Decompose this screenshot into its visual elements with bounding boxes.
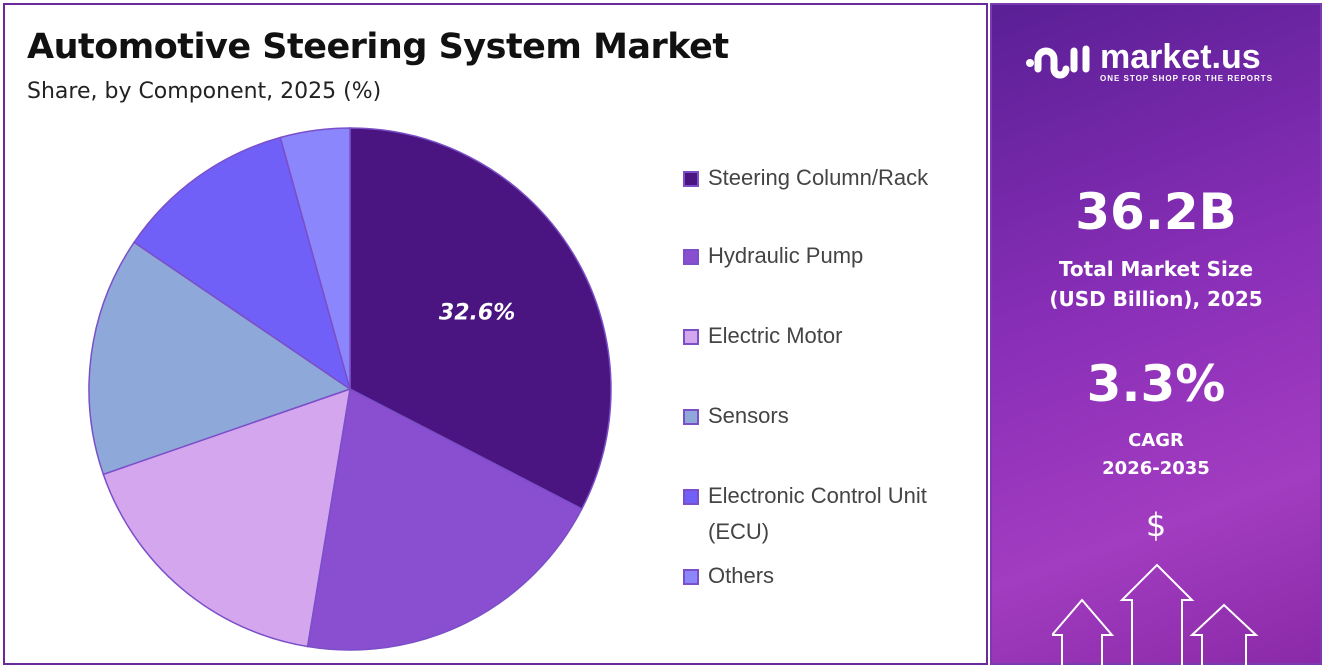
logo-icon	[1026, 45, 1090, 79]
legend-label: Electric Motor	[708, 323, 843, 348]
legend-label: Hydraulic Pump	[708, 243, 864, 268]
dollar-icon: $	[1145, 506, 1167, 544]
legend-item: Electronic Control Unit (ECU)	[683, 478, 983, 550]
legend-label: Sensors	[708, 403, 789, 428]
legend-swatch	[683, 569, 699, 585]
legend-label: Others	[708, 563, 775, 588]
legend-swatch	[683, 329, 699, 345]
legend-label: Steering Column/Rack	[708, 165, 929, 190]
cagr-label-1: CAGR	[1128, 430, 1184, 451]
legend-swatch	[683, 249, 699, 265]
legend-swatch	[683, 489, 699, 505]
pie-slice-steering-column-rack	[349, 127, 612, 510]
legend-item: Electric Motor	[683, 318, 983, 354]
legend-item: Sensors	[683, 398, 983, 434]
market-size-value: 36.2B	[1075, 183, 1237, 241]
market-size-label-1: Total Market Size	[1058, 257, 1254, 281]
pie-slice-electronic-control-unit-ecu	[133, 136, 352, 391]
pie-slice-hydraulic-pump	[306, 387, 583, 651]
data-label: 32.6%	[439, 301, 515, 326]
legend-item: Hydraulic Pump	[683, 238, 983, 274]
brand-name: market.us	[1100, 37, 1261, 76]
pie-slice-others	[279, 127, 351, 390]
cagr-label-2: 2026-2035	[1102, 458, 1210, 479]
market-size-label-2: (USD Billion), 2025	[1049, 287, 1263, 311]
legend-item: Others	[683, 558, 983, 594]
chart-subtitle: Share, by Component, 2025 (%)	[27, 79, 382, 104]
legend-swatch	[683, 409, 699, 425]
summary-panel: market.us ONE STOP SHOP FOR THE REPORTS …	[990, 3, 1322, 670]
brand-logo: market.us ONE STOP SHOP FOR THE REPORTS	[1024, 39, 1273, 83]
legend-item: Steering Column/Rack	[683, 160, 983, 196]
growth-arrows-icon	[1052, 563, 1259, 670]
chart-panel: Automotive Steering System Market Share,…	[3, 3, 988, 665]
pie-chart: 32.6%	[88, 127, 612, 651]
cagr-value: 3.3%	[1086, 355, 1226, 413]
brand-tagline: ONE STOP SHOP FOR THE REPORTS	[1100, 73, 1274, 83]
pie-slice-sensors	[88, 241, 352, 476]
legend-swatch	[683, 171, 699, 187]
legend-label: Electronic Control Unit (ECU)	[708, 483, 927, 544]
chart-title: Automotive Steering System Market	[27, 27, 729, 67]
